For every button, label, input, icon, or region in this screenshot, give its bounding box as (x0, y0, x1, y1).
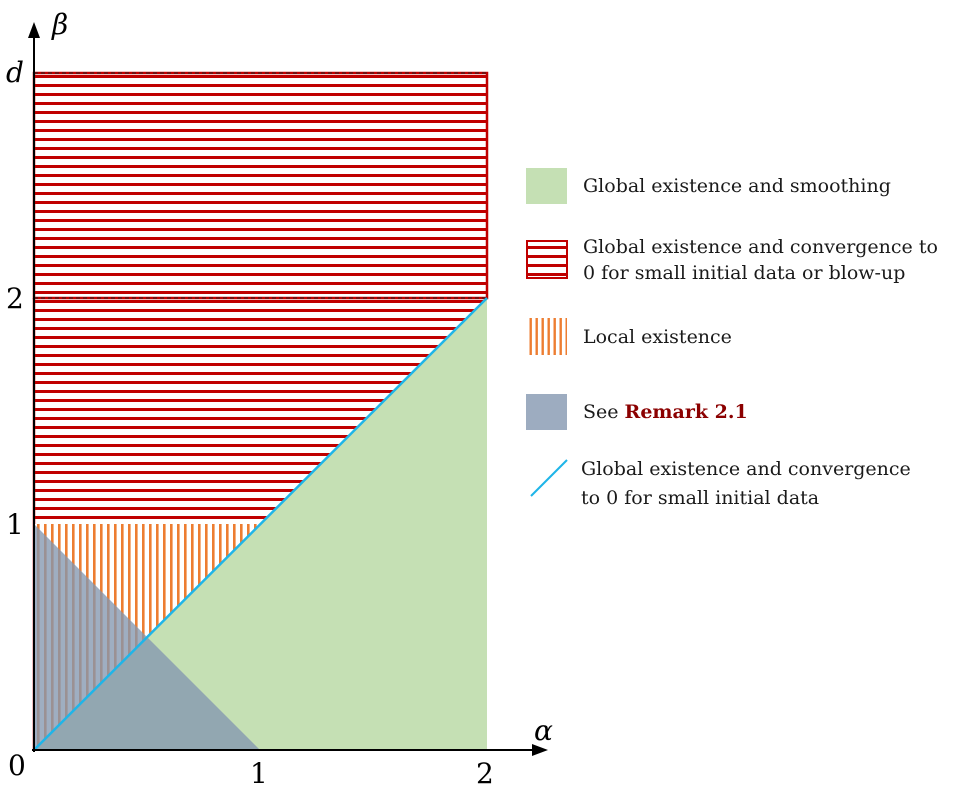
x-tick-2: 2 (476, 757, 494, 788)
diagonal-line (33, 297, 488, 751)
legend-label-line-1: Global existence and convergence (581, 458, 911, 480)
legend-swatch-line (530, 459, 568, 497)
legend-label-blue: See Remark 2.1 (583, 401, 748, 423)
legend-label-red-1: Global existence and convergence to (583, 236, 938, 258)
y-tick-1: 1 (6, 508, 24, 541)
legend-swatch-blue (526, 394, 567, 430)
legend-label-line-2: to 0 for small initial data (581, 487, 819, 509)
y-tick-2: 2 (6, 282, 24, 315)
y-axis-label: β (51, 8, 68, 41)
x-tick-1: 1 (250, 757, 268, 788)
legend-label-blue-prefix: See (583, 401, 625, 423)
x-tick-0: 0 (8, 749, 26, 782)
remark-reference[interactable]: Remark 2.1 (625, 401, 748, 423)
y-tick-d: d (6, 56, 24, 89)
y-axis-arrow (28, 22, 40, 38)
legend: Global existence and smoothing Global ex… (526, 168, 938, 509)
x-axis-arrow (532, 744, 548, 756)
legend-swatch-red (526, 240, 568, 279)
legend-swatch-orange (526, 318, 567, 355)
legend-label-red-2: 0 for small initial data or blow-up (583, 262, 905, 284)
legend-label-green: Global existence and smoothing (583, 175, 891, 197)
legend-label-orange: Local existence (583, 326, 732, 348)
legend-swatch-green (526, 168, 567, 204)
x-axis-label: α (534, 714, 553, 747)
